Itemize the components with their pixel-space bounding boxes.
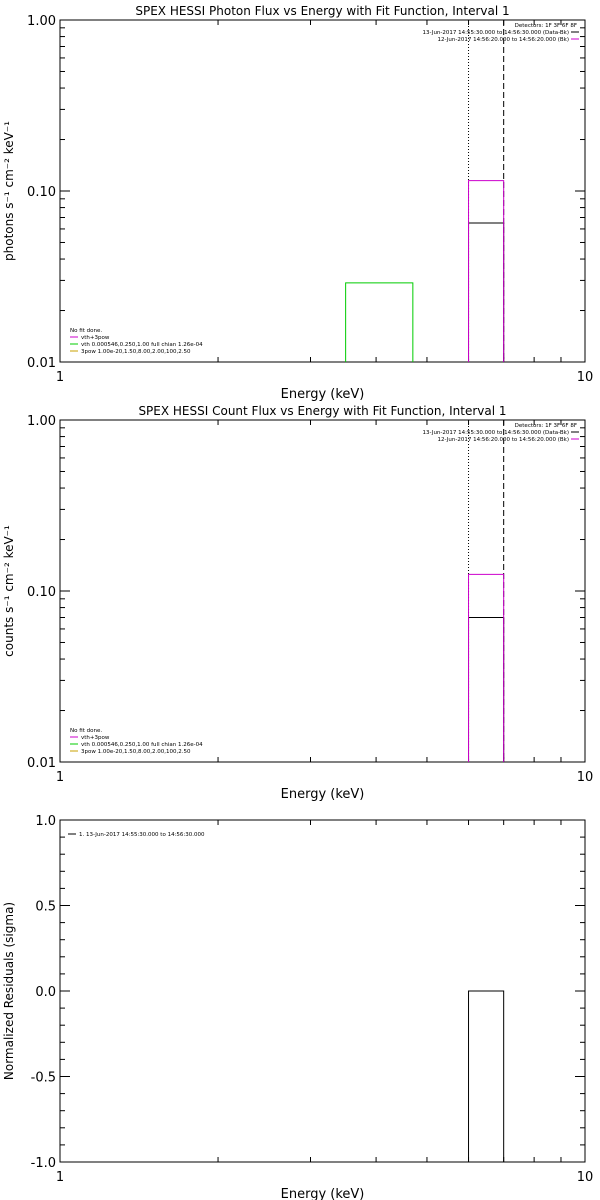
y-tick-label: 1.0	[35, 814, 56, 829]
legend-bottom-entry: No fit done.	[70, 328, 102, 334]
x-tick-label: 1	[56, 370, 64, 385]
y-tick-label: 1.00	[27, 14, 56, 29]
y-axis-label: photons s⁻¹ cm⁻² keV⁻¹	[2, 121, 16, 261]
x-tick-label: 1	[56, 770, 64, 785]
legend-bottom-entry: vth+3pow	[81, 735, 110, 741]
y-tick-label: 0.10	[27, 585, 56, 600]
histogram-bin-bk	[468, 573, 505, 762]
x-tick-label: 10	[577, 1170, 594, 1185]
legend-top-entry: 13-Jun-2017 14:55:30.000 to 14:56:30.000…	[423, 30, 569, 36]
legend-top-entry: 13-Jun-2017 14:55:30.000 to 14:56:30.000…	[423, 430, 569, 436]
y-axis-label: Normalized Residuals (sigma)	[2, 902, 16, 1080]
y-tick-label: 0.01	[27, 356, 56, 371]
y-tick-label: -1.0	[31, 1156, 56, 1171]
y-tick-label: 0.5	[35, 900, 56, 915]
y-tick-label: 0.01	[27, 756, 56, 771]
x-tick-label: 10	[577, 770, 594, 785]
y-axis-label: counts s⁻¹ cm⁻² keV⁻¹	[2, 525, 16, 657]
histogram-bin-data-bk	[468, 616, 505, 762]
chart-title: SPEX HESSI Count Flux vs Energy with Fit…	[138, 404, 506, 418]
histogram-bin-data-bk	[468, 222, 505, 362]
legend-top-entry: 12-Jun-2017 14:56:20.000 to 14:56:20.000…	[437, 37, 569, 43]
plot-frame	[59, 419, 586, 763]
legend-bottom-entry: 3pow 1.00e-20,1.50,8.00,2.00,100,2.50	[81, 749, 191, 755]
histogram-bin-bk	[468, 180, 505, 362]
legend-bottom-entry: vth 0.000546,0.250,1.00 full chian 1.26e…	[81, 342, 203, 348]
y-tick-label: 0.0	[35, 985, 56, 1000]
x-tick-label: 1	[56, 1170, 64, 1185]
x-tick-label: 10	[577, 370, 594, 385]
y-tick-label: -0.5	[31, 1071, 56, 1086]
legend-bottom-entry: No fit done.	[70, 728, 102, 734]
legend-top-entry: Detectors: 1F 3F 6F 8F	[515, 423, 577, 429]
legend-bottom-entry: vth+3pow	[81, 335, 110, 341]
chart-title: SPEX HESSI Photon Flux vs Energy with Fi…	[135, 4, 509, 18]
x-axis-label: Energy (keV)	[281, 1187, 365, 1200]
legend-top-entry: 1. 13-Jun-2017 14:55:30.000 to 14:56:30.…	[79, 832, 205, 838]
legend-top-entry: Detectors: 1F 3F 6F 8F	[515, 23, 577, 29]
chart-panel-1: SPEX HESSI Photon Flux vs Energy with Fi…	[2, 4, 593, 402]
legend-bottom-entry: 3pow 1.00e-20,1.50,8.00,2.00,100,2.50	[81, 349, 191, 355]
x-axis-label: Energy (keV)	[281, 387, 365, 402]
chart-panel-2: SPEX HESSI Count Flux vs Energy with Fit…	[2, 404, 593, 802]
plot-frame	[59, 819, 586, 1163]
legend-top-entry: 12-Jun-2017 14:56:20.000 to 14:56:20.000…	[437, 437, 569, 443]
chart-panel-3: 1 10 -1.0 -0.5 0.0 0.5 1.0 Energy (keV) Normaliz…	[2, 814, 593, 1200]
x-axis-label: Energy (keV)	[281, 787, 365, 802]
y-tick-label: 1.00	[27, 414, 56, 429]
plot-frame	[59, 19, 586, 363]
y-tick-label: 0.10	[27, 185, 56, 200]
histogram-bin-residuals	[468, 990, 505, 1162]
histogram-bin-vth	[345, 282, 414, 362]
legend-bottom-entry: vth 0.000546,0.250,1.00 full chian 1.26e…	[81, 742, 203, 748]
